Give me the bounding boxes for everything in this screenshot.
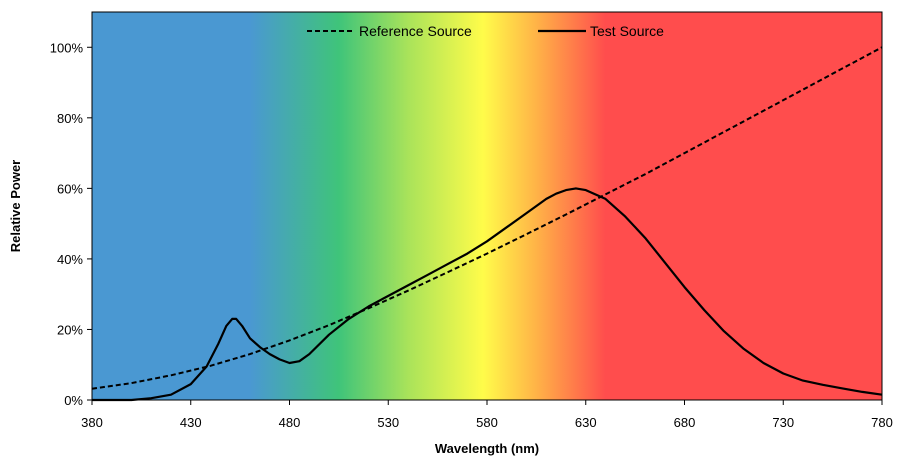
x-axis-title: Wavelength (nm) xyxy=(435,441,539,456)
x-axis: 380 430 480 530 580 630 680 730 780 xyxy=(81,400,893,430)
legend-label-reference-source: Reference Source xyxy=(359,23,472,39)
x-tick-label: 530 xyxy=(377,415,399,430)
x-tick-label: 730 xyxy=(772,415,794,430)
y-tick-label: 60% xyxy=(57,181,83,196)
x-tick-label: 630 xyxy=(575,415,597,430)
x-tick-label: 580 xyxy=(476,415,498,430)
spectrum-background xyxy=(92,12,882,400)
series-line-reference-source xyxy=(91,46,883,390)
legend: Reference Source Test Source xyxy=(307,23,664,39)
y-tick-label: 40% xyxy=(57,252,83,267)
x-tick-label: 380 xyxy=(81,415,103,430)
x-tick-label: 780 xyxy=(871,415,893,430)
x-tick-label: 480 xyxy=(279,415,301,430)
x-tick-label: 430 xyxy=(180,415,202,430)
legend-label-test-source: Test Source xyxy=(590,23,664,39)
series-layer xyxy=(91,46,883,402)
y-tick-label: 20% xyxy=(57,322,83,337)
y-tick-label: 0% xyxy=(64,393,83,408)
y-tick-label: 100% xyxy=(50,40,84,55)
y-axis: 0% 20% 40% 60% 80% 100% xyxy=(50,40,92,408)
y-tick-label: 80% xyxy=(57,111,83,126)
x-tick-label: 680 xyxy=(674,415,696,430)
y-axis-title: Relative Power xyxy=(8,160,23,253)
series-line-test-source xyxy=(92,187,883,402)
